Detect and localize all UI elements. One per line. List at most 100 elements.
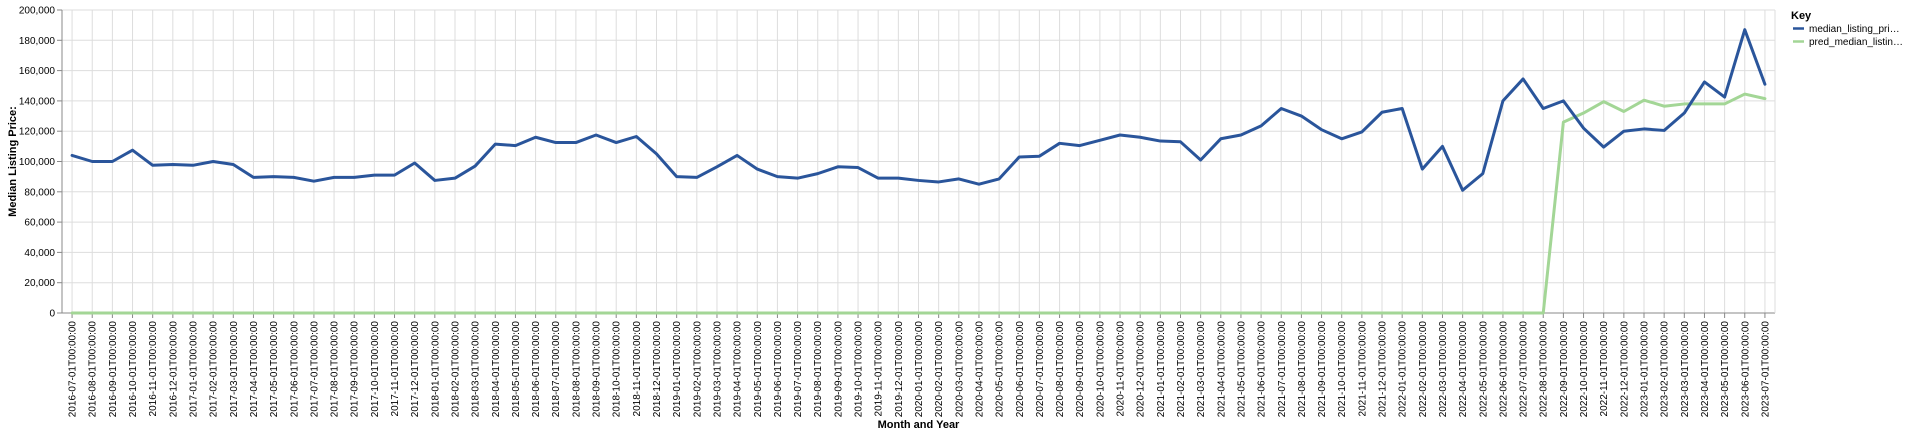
x-tick-label: 2023-01-01T00:00:00 [1640, 321, 1651, 418]
x-tick-label: 2022-03-01T00:00:00 [1438, 321, 1449, 418]
x-tick-label: 2020-11-01T00:00:00 [1116, 321, 1127, 417]
x-tick-label: 2023-06-01T00:00:00 [1740, 321, 1751, 418]
x-tick-label: 2019-06-01T00:00:00 [773, 321, 784, 418]
x-tick-label: 2019-04-01T00:00:00 [733, 321, 744, 418]
y-tick-label: 80,000 [24, 187, 55, 198]
x-tick-label: 2018-08-01T00:00:00 [571, 321, 582, 418]
y-axis: 0 20,000 40,000 60,000 80,000 100,000 120,000 1… [19, 6, 62, 320]
x-tick-label: 2020-10-01T00:00:00 [1095, 321, 1106, 418]
x-tick-label: 2017-09-01T00:00:00 [350, 321, 361, 418]
x-tick-label: 2018-05-01T00:00:00 [511, 321, 522, 418]
x-tick-label: 2017-11-01T00:00:00 [390, 321, 401, 417]
x-tick-label: 2020-07-01T00:00:00 [1035, 321, 1046, 418]
x-tick-label: 2021-11-01T00:00:00 [1357, 321, 1368, 417]
x-tick-label: 2018-12-01T00:00:00 [652, 321, 663, 418]
legend-label: pred_median_listin… [1809, 37, 1903, 48]
x-tick-label: 2022-04-01T00:00:00 [1458, 321, 1469, 418]
x-tick-label: 2018-06-01T00:00:00 [531, 321, 542, 418]
x-tick-label: 2017-06-01T00:00:00 [289, 321, 300, 418]
x-tick-label: 2016-10-01T00:00:00 [128, 321, 139, 418]
x-tick-label: 2019-10-01T00:00:00 [854, 321, 865, 418]
x-axis-title: Month and Year [878, 419, 960, 431]
x-tick-label: 2022-12-01T00:00:00 [1619, 321, 1630, 418]
legend-title: Key [1791, 10, 1812, 22]
y-tick-label: 180,000 [19, 36, 56, 47]
x-tick-label: 2018-09-01T00:00:00 [592, 321, 603, 418]
y-tick-label: 140,000 [19, 96, 56, 107]
x-tick-label: 2021-05-01T00:00:00 [1236, 321, 1247, 418]
x-tick-label: 2021-01-01T00:00:00 [1156, 321, 1167, 418]
x-tick-label: 2018-01-01T00:00:00 [430, 321, 441, 418]
x-tick-label: 2020-09-01T00:00:00 [1075, 321, 1086, 418]
x-tick-label: 2019-12-01T00:00:00 [894, 321, 905, 418]
x-tick-label: 2023-07-01T00:00:00 [1760, 321, 1771, 418]
x-tick-label: 2021-03-01T00:00:00 [1196, 321, 1207, 418]
x-tick-label: 2016-08-01T00:00:00 [88, 321, 99, 418]
x-tick-label: 2019-02-01T00:00:00 [692, 321, 703, 418]
x-tick-label: 2022-07-01T00:00:00 [1519, 321, 1530, 418]
x-tick-label: 2020-02-01T00:00:00 [934, 321, 945, 418]
x-tick-label: 2016-07-01T00:00:00 [68, 321, 79, 418]
x-tick-label: 2017-07-01T00:00:00 [309, 321, 320, 418]
x-tick-label: 2019-01-01T00:00:00 [672, 321, 683, 418]
x-tick-label: 2018-10-01T00:00:00 [612, 321, 623, 418]
x-tick-label: 2016-12-01T00:00:00 [168, 321, 179, 418]
x-tick-label: 2021-04-01T00:00:00 [1216, 321, 1227, 418]
x-tick-label: 2017-08-01T00:00:00 [330, 321, 341, 418]
x-tick-label: 2022-06-01T00:00:00 [1498, 321, 1509, 418]
grid-lines [62, 9, 1775, 314]
y-tick-label: 60,000 [24, 218, 55, 229]
y-tick-label: 160,000 [19, 66, 56, 77]
x-tick-label: 2020-06-01T00:00:00 [1015, 321, 1026, 418]
y-tick-label: 0 [49, 309, 55, 320]
x-tick-label: 2021-12-01T00:00:00 [1378, 321, 1389, 418]
series-lines [70, 28, 1767, 315]
x-tick-label: 2022-09-01T00:00:00 [1559, 321, 1570, 418]
x-tick-label: 2022-01-01T00:00:00 [1398, 321, 1409, 418]
x-tick-label: 2021-10-01T00:00:00 [1337, 321, 1348, 418]
x-tick-label: 2020-12-01T00:00:00 [1136, 321, 1147, 418]
series-line-2 [70, 92, 1767, 315]
x-tick-label: 2019-07-01T00:00:00 [793, 321, 804, 418]
y-tick-label: 200,000 [19, 6, 56, 17]
x-tick-label: 2017-12-01T00:00:00 [410, 321, 421, 418]
x-tick-label: 2023-05-01T00:00:00 [1720, 321, 1731, 418]
x-tick-label: 2022-05-01T00:00:00 [1478, 321, 1489, 418]
x-tick-label: 2017-03-01T00:00:00 [229, 321, 240, 418]
legend-label: median_listing_pri… [1809, 24, 1900, 35]
x-axis: 2016-07-01T00:00:00 2016-08-01T00:00:00 20… [68, 313, 1771, 418]
x-tick-label: 2021-09-01T00:00:00 [1317, 321, 1328, 418]
x-tick-label: 2022-08-01T00:00:00 [1539, 321, 1550, 418]
x-tick-label: 2019-05-01T00:00:00 [753, 321, 764, 418]
x-tick-label: 2019-09-01T00:00:00 [833, 321, 844, 418]
x-tick-label: 2020-05-01T00:00:00 [995, 321, 1006, 418]
y-tick-label: 120,000 [19, 127, 56, 138]
x-tick-label: 2017-01-01T00:00:00 [188, 321, 199, 418]
x-tick-label: 2021-02-01T00:00:00 [1176, 321, 1187, 418]
y-axis-title: Median Listing Price: [7, 106, 19, 217]
x-tick-label: 2021-07-01T00:00:00 [1277, 321, 1288, 418]
x-tick-label: 2018-07-01T00:00:00 [551, 321, 562, 418]
x-tick-label: 2017-04-01T00:00:00 [249, 321, 260, 418]
x-tick-label: 2020-01-01T00:00:00 [914, 321, 925, 418]
x-tick-label: 2017-10-01T00:00:00 [370, 321, 381, 418]
y-tick-label: 20,000 [24, 278, 55, 289]
x-tick-label: 2018-11-01T00:00:00 [632, 321, 643, 417]
x-tick-label: 2017-05-01T00:00:00 [269, 321, 280, 418]
x-tick-label: 2020-08-01T00:00:00 [1055, 321, 1066, 418]
x-tick-label: 2017-02-01T00:00:00 [209, 321, 220, 418]
x-tick-label: 2021-06-01T00:00:00 [1257, 321, 1268, 418]
y-tick-label: 40,000 [24, 248, 55, 259]
x-tick-label: 2022-11-01T00:00:00 [1599, 321, 1610, 417]
x-tick-label: 2023-02-01T00:00:00 [1660, 321, 1671, 418]
x-tick-label: 2019-08-01T00:00:00 [813, 321, 824, 418]
x-tick-label: 2018-04-01T00:00:00 [491, 321, 502, 418]
x-tick-label: 2019-11-01T00:00:00 [874, 321, 885, 417]
x-tick-label: 2019-03-01T00:00:00 [712, 321, 723, 418]
x-tick-label: 2021-08-01T00:00:00 [1297, 321, 1308, 418]
y-tick-label: 100,000 [19, 157, 56, 168]
x-tick-label: 2018-03-01T00:00:00 [471, 321, 482, 418]
x-tick-label: 2020-04-01T00:00:00 [974, 321, 985, 418]
x-tick-label: 2020-03-01T00:00:00 [954, 321, 965, 418]
